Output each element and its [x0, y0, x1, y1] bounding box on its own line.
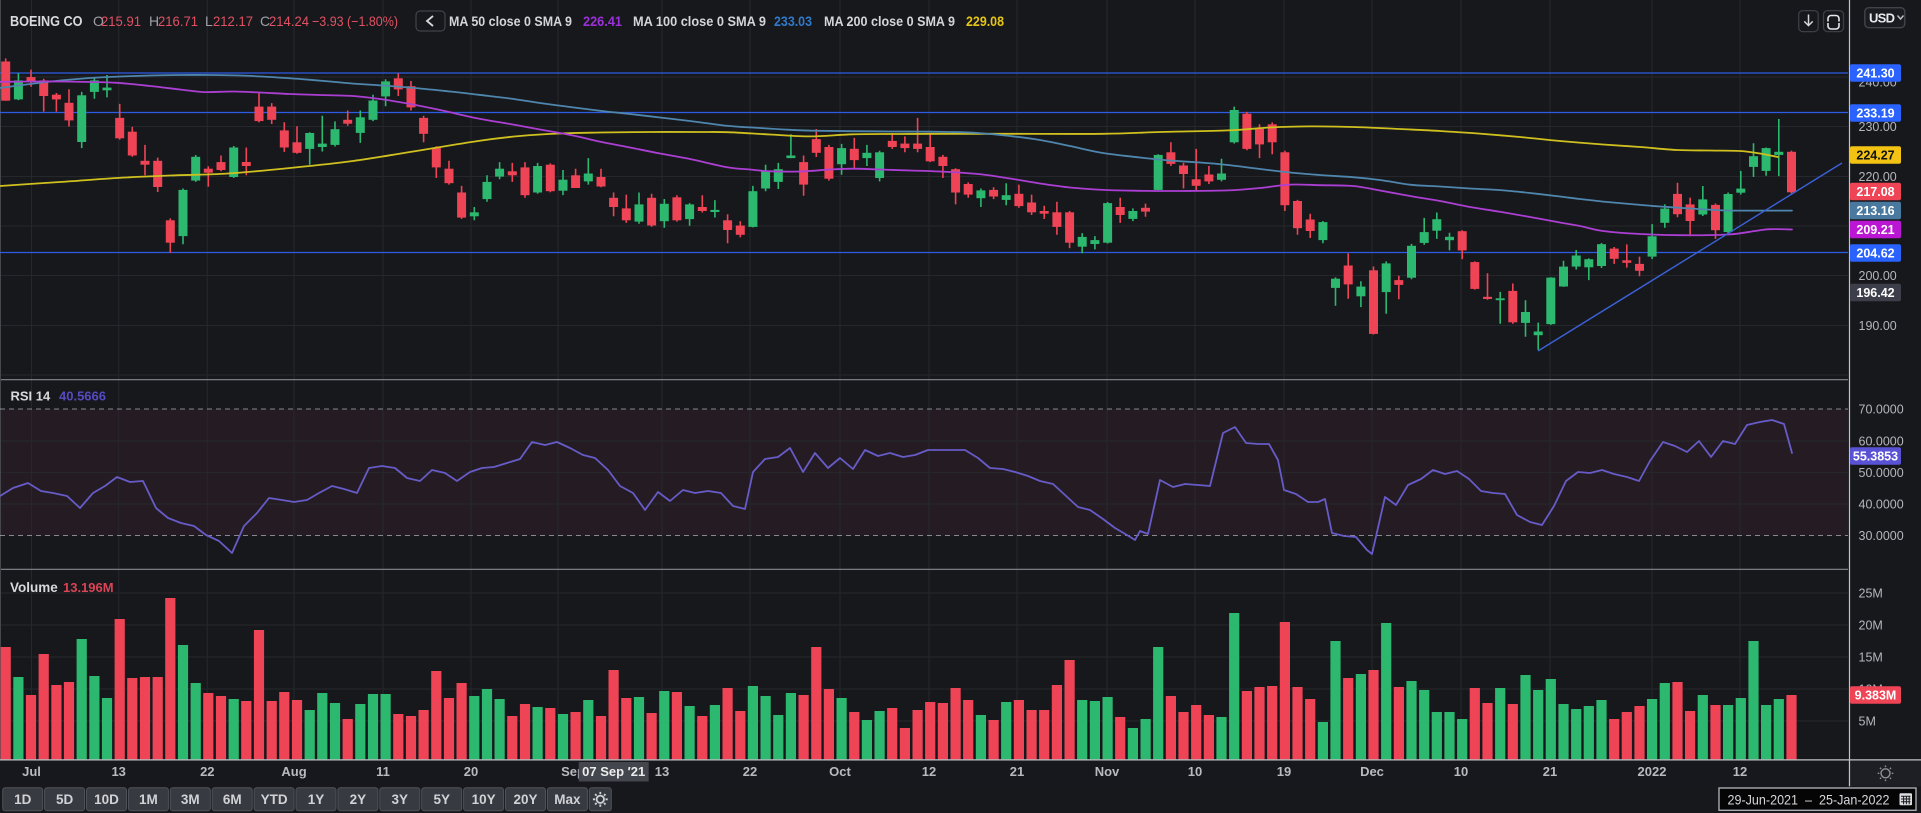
svg-text:5Y: 5Y [433, 792, 450, 807]
svg-text:13: 13 [111, 764, 125, 779]
svg-text:L: L [205, 13, 213, 29]
svg-text:10Y: 10Y [472, 792, 496, 807]
svg-text:RSI 14: RSI 14 [11, 388, 52, 403]
svg-text:226.41: 226.41 [583, 13, 622, 29]
svg-text:217.08: 217.08 [1856, 185, 1894, 199]
svg-text:6M: 6M [223, 792, 242, 807]
svg-text:40.5666: 40.5666 [59, 388, 106, 403]
svg-text:12: 12 [1733, 764, 1747, 779]
svg-text:70.0000: 70.0000 [1859, 402, 1904, 416]
svg-text:60.0000: 60.0000 [1859, 434, 1904, 448]
svg-text:10: 10 [1454, 764, 1468, 779]
svg-text:230.00: 230.00 [1859, 120, 1897, 134]
svg-text:07 Sep ′21: 07 Sep ′21 [582, 764, 645, 779]
svg-text:55.3853: 55.3853 [1853, 449, 1898, 463]
svg-text:19: 19 [1277, 764, 1291, 779]
svg-text:C: C [260, 13, 270, 29]
svg-text:22: 22 [743, 764, 757, 779]
svg-text:1M: 1M [139, 792, 158, 807]
svg-text:22: 22 [200, 764, 214, 779]
svg-text:Oct: Oct [829, 764, 851, 779]
svg-text:YTD: YTD [261, 792, 288, 807]
svg-text:MA 200 close 0 SMA 9: MA 200 close 0 SMA 9 [824, 13, 955, 29]
svg-text:213.16: 213.16 [1856, 204, 1894, 218]
svg-text:204.62: 204.62 [1856, 246, 1894, 260]
svg-text:11: 11 [376, 764, 390, 779]
svg-text:25M: 25M [1859, 586, 1883, 600]
svg-text:9.383M: 9.383M [1855, 688, 1897, 702]
svg-text:5D: 5D [56, 792, 74, 807]
svg-text:1D: 1D [14, 792, 32, 807]
svg-text:Max: Max [554, 792, 581, 807]
svg-text:10: 10 [1188, 764, 1202, 779]
svg-text:215.91: 215.91 [101, 13, 141, 29]
svg-text:233.19: 233.19 [1856, 106, 1894, 120]
svg-text:Volume: Volume [10, 580, 58, 595]
svg-text:30.0000: 30.0000 [1859, 529, 1904, 543]
svg-text:40.0000: 40.0000 [1859, 497, 1904, 511]
svg-text:20M: 20M [1859, 618, 1883, 632]
svg-text:12: 12 [922, 764, 936, 779]
svg-text:20Y: 20Y [513, 792, 537, 807]
svg-text:O: O [93, 13, 104, 29]
svg-text:29-Jun-2021 – 25-Jan-2022: 29-Jun-2021 – 25-Jan-2022 [1728, 792, 1890, 807]
svg-text:Aug: Aug [281, 764, 306, 779]
svg-text:13.196M: 13.196M [63, 580, 114, 595]
svg-text:13: 13 [655, 764, 669, 779]
svg-text:BOEING CO: BOEING CO [10, 14, 83, 30]
svg-text:10D: 10D [94, 792, 119, 807]
svg-text:Nov: Nov [1095, 764, 1120, 779]
svg-text:Jul: Jul [22, 764, 41, 779]
svg-text:2022: 2022 [1638, 764, 1667, 779]
svg-text:233.03: 233.03 [774, 13, 812, 29]
svg-text:212.17: 212.17 [213, 13, 253, 29]
svg-text:MA 50 close 0 SMA 9: MA 50 close 0 SMA 9 [449, 13, 572, 29]
svg-text:−3.93 (−1.80%): −3.93 (−1.80%) [312, 13, 398, 29]
svg-text:21: 21 [1010, 764, 1024, 779]
svg-text:224.27: 224.27 [1856, 148, 1894, 162]
svg-text:5M: 5M [1859, 714, 1876, 728]
svg-text:216.71: 216.71 [158, 13, 198, 29]
svg-text:20: 20 [464, 764, 478, 779]
svg-text:3Y: 3Y [392, 792, 409, 807]
svg-text:214.24: 214.24 [269, 13, 309, 29]
svg-text:50.0000: 50.0000 [1859, 466, 1904, 480]
svg-text:200.00: 200.00 [1859, 269, 1897, 283]
svg-text:15M: 15M [1859, 650, 1883, 664]
svg-text:2Y: 2Y [350, 792, 367, 807]
svg-text:Dec: Dec [1360, 764, 1384, 779]
svg-text:209.21: 209.21 [1856, 223, 1894, 237]
svg-text:241.30: 241.30 [1856, 66, 1894, 80]
svg-text:H: H [149, 13, 159, 29]
svg-text:MA 100 close 0 SMA 9: MA 100 close 0 SMA 9 [633, 13, 766, 29]
svg-text:220.00: 220.00 [1859, 170, 1897, 184]
svg-text:USD: USD [1869, 10, 1895, 25]
svg-text:190.00: 190.00 [1859, 319, 1897, 333]
svg-text:1Y: 1Y [308, 792, 325, 807]
svg-text:229.08: 229.08 [966, 13, 1004, 29]
svg-text:21: 21 [1543, 764, 1557, 779]
svg-text:196.42: 196.42 [1856, 286, 1894, 300]
svg-text:3M: 3M [181, 792, 200, 807]
